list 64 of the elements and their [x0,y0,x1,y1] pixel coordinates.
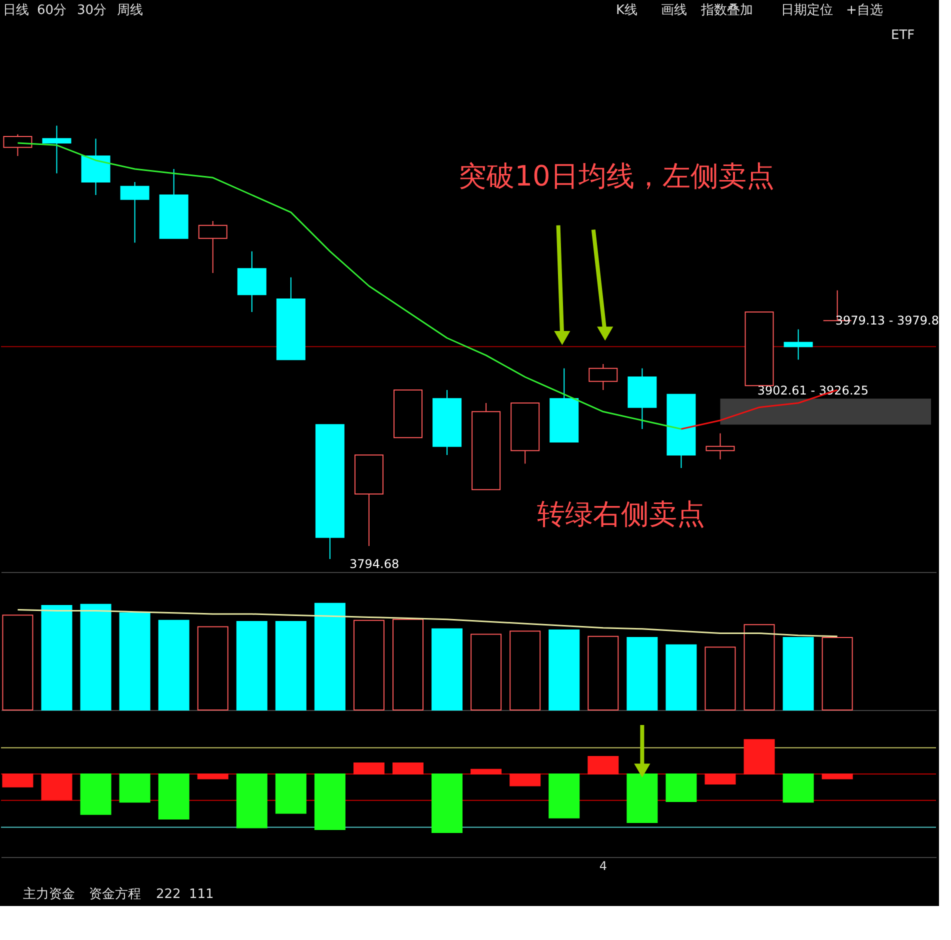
bar [80,604,112,710]
bar [588,636,619,710]
text: ETF [891,28,915,43]
text: 日线 [3,3,29,18]
annotation: 3979.13 - 3979.8 [835,314,939,328]
bar [353,620,384,710]
bar [236,620,268,710]
bar [275,774,306,814]
annotation: 转绿右侧卖点 [536,498,705,531]
annotation: 突破10日均线，左侧卖点 [458,160,774,193]
bar [782,636,814,710]
bar [197,774,228,780]
bar [119,612,150,710]
bar [744,624,775,710]
bar [744,739,775,775]
bar [314,774,346,830]
bar [41,604,72,710]
bar [158,620,190,710]
bar [510,630,541,710]
text: 指数叠加 [700,3,753,18]
bar [353,762,384,775]
bar [822,774,853,780]
bar [236,774,268,828]
bar [588,756,619,775]
bar [158,774,190,820]
text: 主力资金 [23,886,75,902]
bar [392,618,424,710]
bar [704,774,736,784]
bar [510,774,541,786]
bar [822,636,853,710]
bar [432,774,463,833]
bar [275,620,306,710]
bar [432,628,463,710]
text: 60分 [37,3,67,18]
candlestick [784,328,813,360]
bar [41,774,72,800]
text: 资金方程 [89,886,141,902]
bar [666,644,697,710]
bar [470,768,502,775]
bar [470,634,502,710]
text: K线 [616,3,638,18]
text: 画线 [661,3,687,18]
bar [626,636,658,710]
text: 30分 [77,3,107,18]
annotation: 3794.68 [349,557,400,572]
text: 周线 [117,3,143,18]
bar [197,626,228,710]
text: +自选 [846,3,883,18]
bar [666,774,697,802]
band-label: 3902.61 - 3926.25 [757,384,869,398]
bar [782,774,814,803]
text: 日期定位 [781,3,833,18]
bar [548,630,580,710]
text: 4 [599,859,607,873]
text: 111 [189,887,214,902]
bar [314,602,346,710]
bar [80,774,112,815]
bar [548,774,580,818]
candlestick [42,125,72,174]
bar [119,774,150,803]
bar [392,762,424,775]
bar [2,774,34,788]
bar [704,646,736,710]
text: 222 [156,887,181,902]
